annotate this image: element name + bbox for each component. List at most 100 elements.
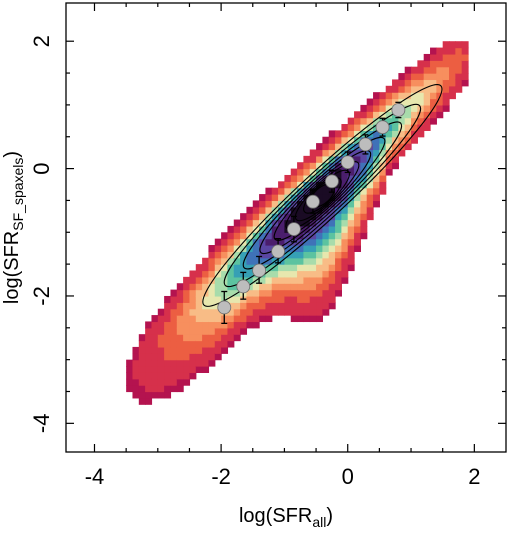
heatmap-cell <box>202 276 210 284</box>
heatmap-cell <box>233 251 241 259</box>
heatmap-cell <box>316 302 324 310</box>
heatmap-cell <box>328 264 336 272</box>
heatmap-cell <box>379 162 387 170</box>
heatmap-cell <box>322 155 330 163</box>
heatmap-cell <box>189 372 197 380</box>
heatmap-cell <box>252 200 260 208</box>
heatmap-cell <box>442 53 450 61</box>
heatmap-cell <box>455 47 463 55</box>
plot-frame <box>65 2 507 453</box>
heatmap-cell <box>366 117 374 125</box>
heatmap-cell <box>233 219 241 227</box>
heatmap-cell <box>126 366 134 373</box>
heatmap-cell <box>259 251 267 259</box>
heatmap-cell <box>240 213 248 221</box>
heatmap-cell <box>354 232 361 240</box>
heatmap-cell <box>392 79 399 87</box>
heatmap-cell <box>284 283 292 291</box>
heatmap-cell <box>170 340 178 348</box>
heatmap-cell <box>284 276 292 284</box>
heatmap-cell <box>214 315 222 323</box>
heatmap-cell <box>176 353 184 361</box>
heatmap-cell <box>360 213 368 221</box>
heatmap-cell <box>284 194 292 202</box>
heatmap-cell <box>284 245 292 252</box>
heatmap-cell <box>138 340 146 348</box>
heatmap-cell <box>316 232 324 240</box>
heatmap-cell <box>214 353 222 361</box>
heatmap-cell <box>297 289 305 297</box>
heatmap-cell <box>398 92 406 100</box>
heatmap-cell <box>265 200 273 208</box>
heatmap-cell <box>360 155 368 163</box>
heatmap-cell <box>335 181 342 189</box>
heatmap-cell <box>442 79 450 87</box>
heatmap-cell <box>341 174 349 182</box>
heatmap-cell <box>373 168 380 176</box>
heatmap-cell <box>328 270 336 278</box>
contour-line <box>202 84 443 307</box>
heatmap-cell <box>164 366 172 373</box>
heatmap-cell <box>341 143 349 151</box>
heatmap-cell <box>442 104 450 112</box>
heatmap-cell <box>233 315 241 323</box>
heatmap-cell <box>373 111 380 119</box>
heatmap-cell <box>411 98 418 106</box>
heatmap-cell <box>442 98 450 106</box>
heatmap-cell <box>328 213 336 221</box>
heatmap-cell <box>360 206 368 214</box>
heatmap-cell <box>354 143 361 151</box>
heatmap-cell <box>309 257 317 265</box>
heatmap-cell <box>227 245 235 252</box>
heatmap-cell <box>461 73 469 81</box>
heatmap-cell <box>271 264 279 272</box>
heatmap-cell <box>233 270 241 278</box>
heatmap-cell <box>423 53 431 61</box>
heatmap-cell <box>138 366 146 373</box>
heatmap-cell <box>246 321 254 329</box>
heatmap-cell <box>246 206 254 214</box>
heatmap-cell <box>221 251 229 259</box>
heatmap-cell <box>278 276 286 284</box>
heatmap-cell <box>183 321 191 329</box>
heatmap-cell <box>214 276 222 284</box>
heatmap-cell <box>271 200 279 208</box>
heatmap-cell <box>214 245 222 252</box>
heatmap-cell <box>252 225 260 233</box>
heatmap-cell <box>392 143 399 151</box>
heatmap-cell <box>354 200 361 208</box>
heatmap-cell <box>176 315 184 323</box>
heatmap-cell <box>164 302 172 310</box>
heatmap-cell <box>309 264 317 272</box>
heatmap-cell <box>366 187 374 195</box>
heatmap-cell <box>379 92 387 100</box>
heatmap-cell <box>170 302 178 310</box>
heatmap-cell <box>449 60 456 68</box>
heatmap-cell <box>164 321 172 329</box>
heatmap-cell <box>208 353 216 361</box>
heatmap-cell <box>259 289 267 297</box>
heatmap-cell <box>227 251 235 259</box>
x-tick-label: 0 <box>342 464 354 489</box>
heatmap-cell <box>430 79 437 87</box>
heatmap-cell <box>411 111 418 119</box>
heatmap-cell <box>423 60 431 68</box>
heatmap-cell <box>138 372 146 380</box>
heatmap-cell <box>303 206 311 214</box>
heatmap-cell <box>202 295 210 303</box>
heatmap-cell <box>303 238 311 246</box>
heatmap-cell <box>183 366 191 373</box>
heatmap-cell <box>195 276 203 284</box>
heatmap-cell <box>309 308 317 316</box>
heatmap-cell <box>176 385 184 393</box>
heatmap-cell <box>170 308 178 316</box>
heatmap-cell <box>227 321 235 329</box>
heatmap-cell <box>347 219 355 227</box>
heatmap-cell <box>252 308 260 316</box>
heatmap-cell <box>202 264 210 272</box>
heatmap-cell <box>404 124 412 131</box>
heatmap-cell <box>341 200 349 208</box>
heatmap-cell <box>157 372 165 380</box>
heatmap-cell <box>373 92 380 100</box>
heatmap-cell <box>208 321 216 329</box>
